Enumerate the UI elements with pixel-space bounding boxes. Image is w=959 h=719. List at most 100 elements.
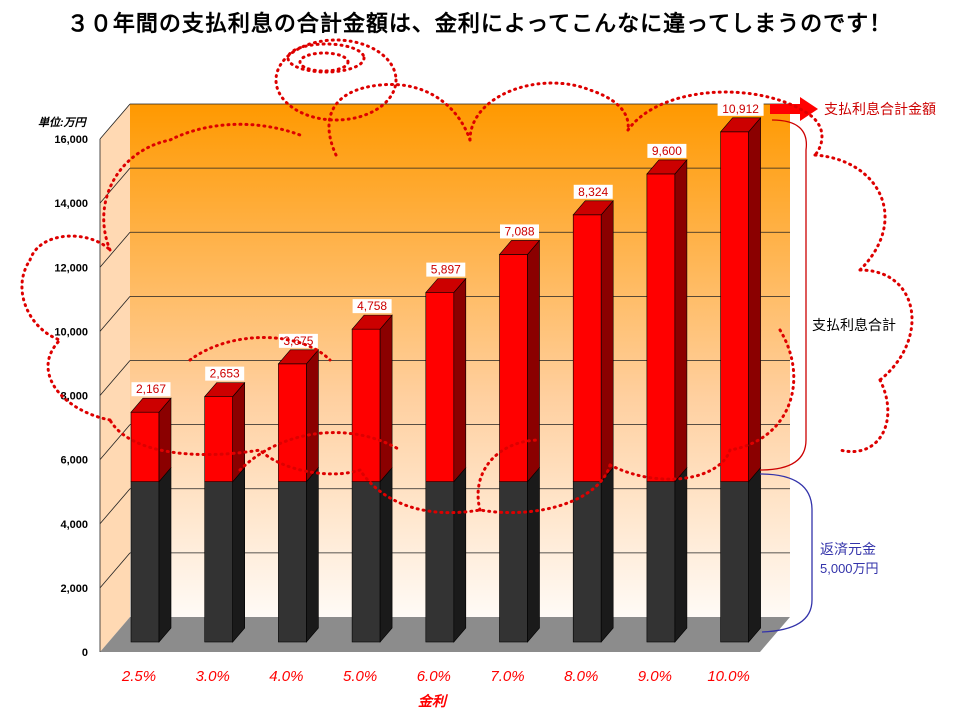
data-label-bg <box>205 366 245 381</box>
x-tick-label: 9.0% <box>638 668 672 685</box>
bar-side <box>600 199 614 483</box>
bar-principal <box>720 481 749 643</box>
bar-side <box>748 117 761 483</box>
y-tick-label: 6,000 <box>60 455 88 467</box>
gridline-side <box>99 552 131 589</box>
x-tick-label: 8.0% <box>564 668 598 685</box>
unit-label: 単位:万円 <box>38 116 88 129</box>
bar-interest <box>499 254 528 482</box>
bar-interest <box>646 173 676 482</box>
data-label-bg <box>426 262 466 277</box>
data-label-bg <box>352 299 392 314</box>
bar-side <box>453 277 467 483</box>
data-label-bg <box>717 101 764 116</box>
bar-side <box>674 466 688 643</box>
bar-top <box>572 200 614 216</box>
bar-group: 7,088 <box>498 224 541 643</box>
bar-side <box>674 159 688 483</box>
interest-brace <box>759 119 807 471</box>
y-tick-label: 12,000 <box>54 262 88 274</box>
bar-side <box>306 349 319 483</box>
bar-group: 5,897 <box>425 262 467 643</box>
interest-total-arrow-label: 支払利息合計金額 <box>824 101 936 117</box>
data-label-bg <box>500 224 539 239</box>
data-label-bg <box>278 333 318 348</box>
bar-interest <box>278 363 307 482</box>
y-tick-label: 8,000 <box>60 391 88 403</box>
bar-principal <box>572 481 602 643</box>
x-tick-label: 3.0% <box>196 668 230 685</box>
data-label-bg <box>573 184 613 199</box>
bar-side <box>306 466 319 643</box>
principal-label-line2: 5,000万円 <box>820 561 879 576</box>
data-label: 2,167 <box>136 382 166 396</box>
bar-principal <box>278 481 307 643</box>
gridline-side <box>99 296 131 332</box>
x-axis-ticks: 2.5% 3.0% 4.0% 5.0% 6.0% 7.0% 8.0% 9.0% 10.0% <box>121 668 750 685</box>
bar-top <box>719 117 762 133</box>
bar-interest <box>572 214 602 482</box>
bar-side <box>379 314 393 483</box>
bar-interest <box>204 396 233 482</box>
bar-principal <box>351 481 381 643</box>
page-title: ３０年間の支払利息の合計金額は、金利によってこんなに違ってしまうのです！ <box>66 12 893 37</box>
y-tick-label: 16,000 <box>54 134 88 146</box>
data-label: 9,600 <box>652 144 682 158</box>
bar-top <box>130 397 172 413</box>
bar-principal <box>425 481 455 643</box>
bar-principal <box>646 481 676 643</box>
x-tick-label: 10.0% <box>707 668 750 685</box>
bar-group: 10,912 <box>717 101 764 643</box>
bar-group: 4,758 <box>351 299 393 643</box>
bar-top <box>425 278 467 293</box>
bar-group: 9,600 <box>646 143 688 643</box>
bar-top <box>498 240 541 255</box>
bar-group: 3,675 <box>277 333 320 643</box>
bar-group: 8,324 <box>572 184 614 643</box>
data-label: 7,088 <box>504 224 534 238</box>
bar-interest <box>720 131 749 482</box>
bar-group: 2,653 <box>204 366 246 643</box>
bar-principal <box>499 481 528 643</box>
bar-interest <box>425 292 455 482</box>
gridline-side <box>99 360 131 396</box>
principal-brace <box>759 473 813 633</box>
bars: 2,167 2,653 3,675 4,758 5,897 7,088 8,324 9,600… <box>130 101 764 643</box>
gridline-side <box>99 231 131 268</box>
interest-total-brace-label: 支払利息合計 <box>812 317 896 333</box>
y-tick-label: 4,000 <box>60 519 88 531</box>
gridline-side <box>99 488 131 525</box>
gridline-side <box>99 167 131 204</box>
dotted-cloud-decoration <box>20 38 914 515</box>
data-label-bg <box>647 143 687 158</box>
principal-label-line1: 返済元金 <box>820 541 876 557</box>
x-tick-label: 2.5% <box>121 668 156 685</box>
gridline-side <box>99 103 131 140</box>
data-label: 2,653 <box>210 367 240 381</box>
bar-interest <box>351 328 381 482</box>
bar-top <box>646 159 688 175</box>
y-tick-label: 2,000 <box>60 583 88 595</box>
bar-side <box>158 466 172 643</box>
bar-side <box>527 239 540 483</box>
data-label: 10,912 <box>722 102 759 116</box>
bar-side <box>748 466 761 643</box>
gridline-side <box>99 424 131 460</box>
bar-group: 2,167 <box>130 382 172 643</box>
bar-side <box>232 466 245 643</box>
bar-top <box>204 382 246 397</box>
x-tick-label: 4.0% <box>269 668 303 685</box>
x-tick-label: 6.0% <box>417 668 451 685</box>
x-tick-label: 5.0% <box>343 668 377 685</box>
bar-side <box>453 466 467 643</box>
y-tick-label: 0 <box>82 647 88 659</box>
data-label: 4,758 <box>357 299 387 313</box>
y-axis-ticks: 0 2,000 4,000 6,000 8,000 10,000 12,000 14,000 1… <box>54 134 88 659</box>
bar-side <box>232 381 245 483</box>
data-label: 8,324 <box>578 185 608 199</box>
bar-top <box>351 314 393 330</box>
data-label-bg <box>131 382 171 397</box>
bar-side <box>527 466 540 643</box>
bar-principal <box>204 481 233 643</box>
x-axis-label: 金利 <box>418 693 449 709</box>
